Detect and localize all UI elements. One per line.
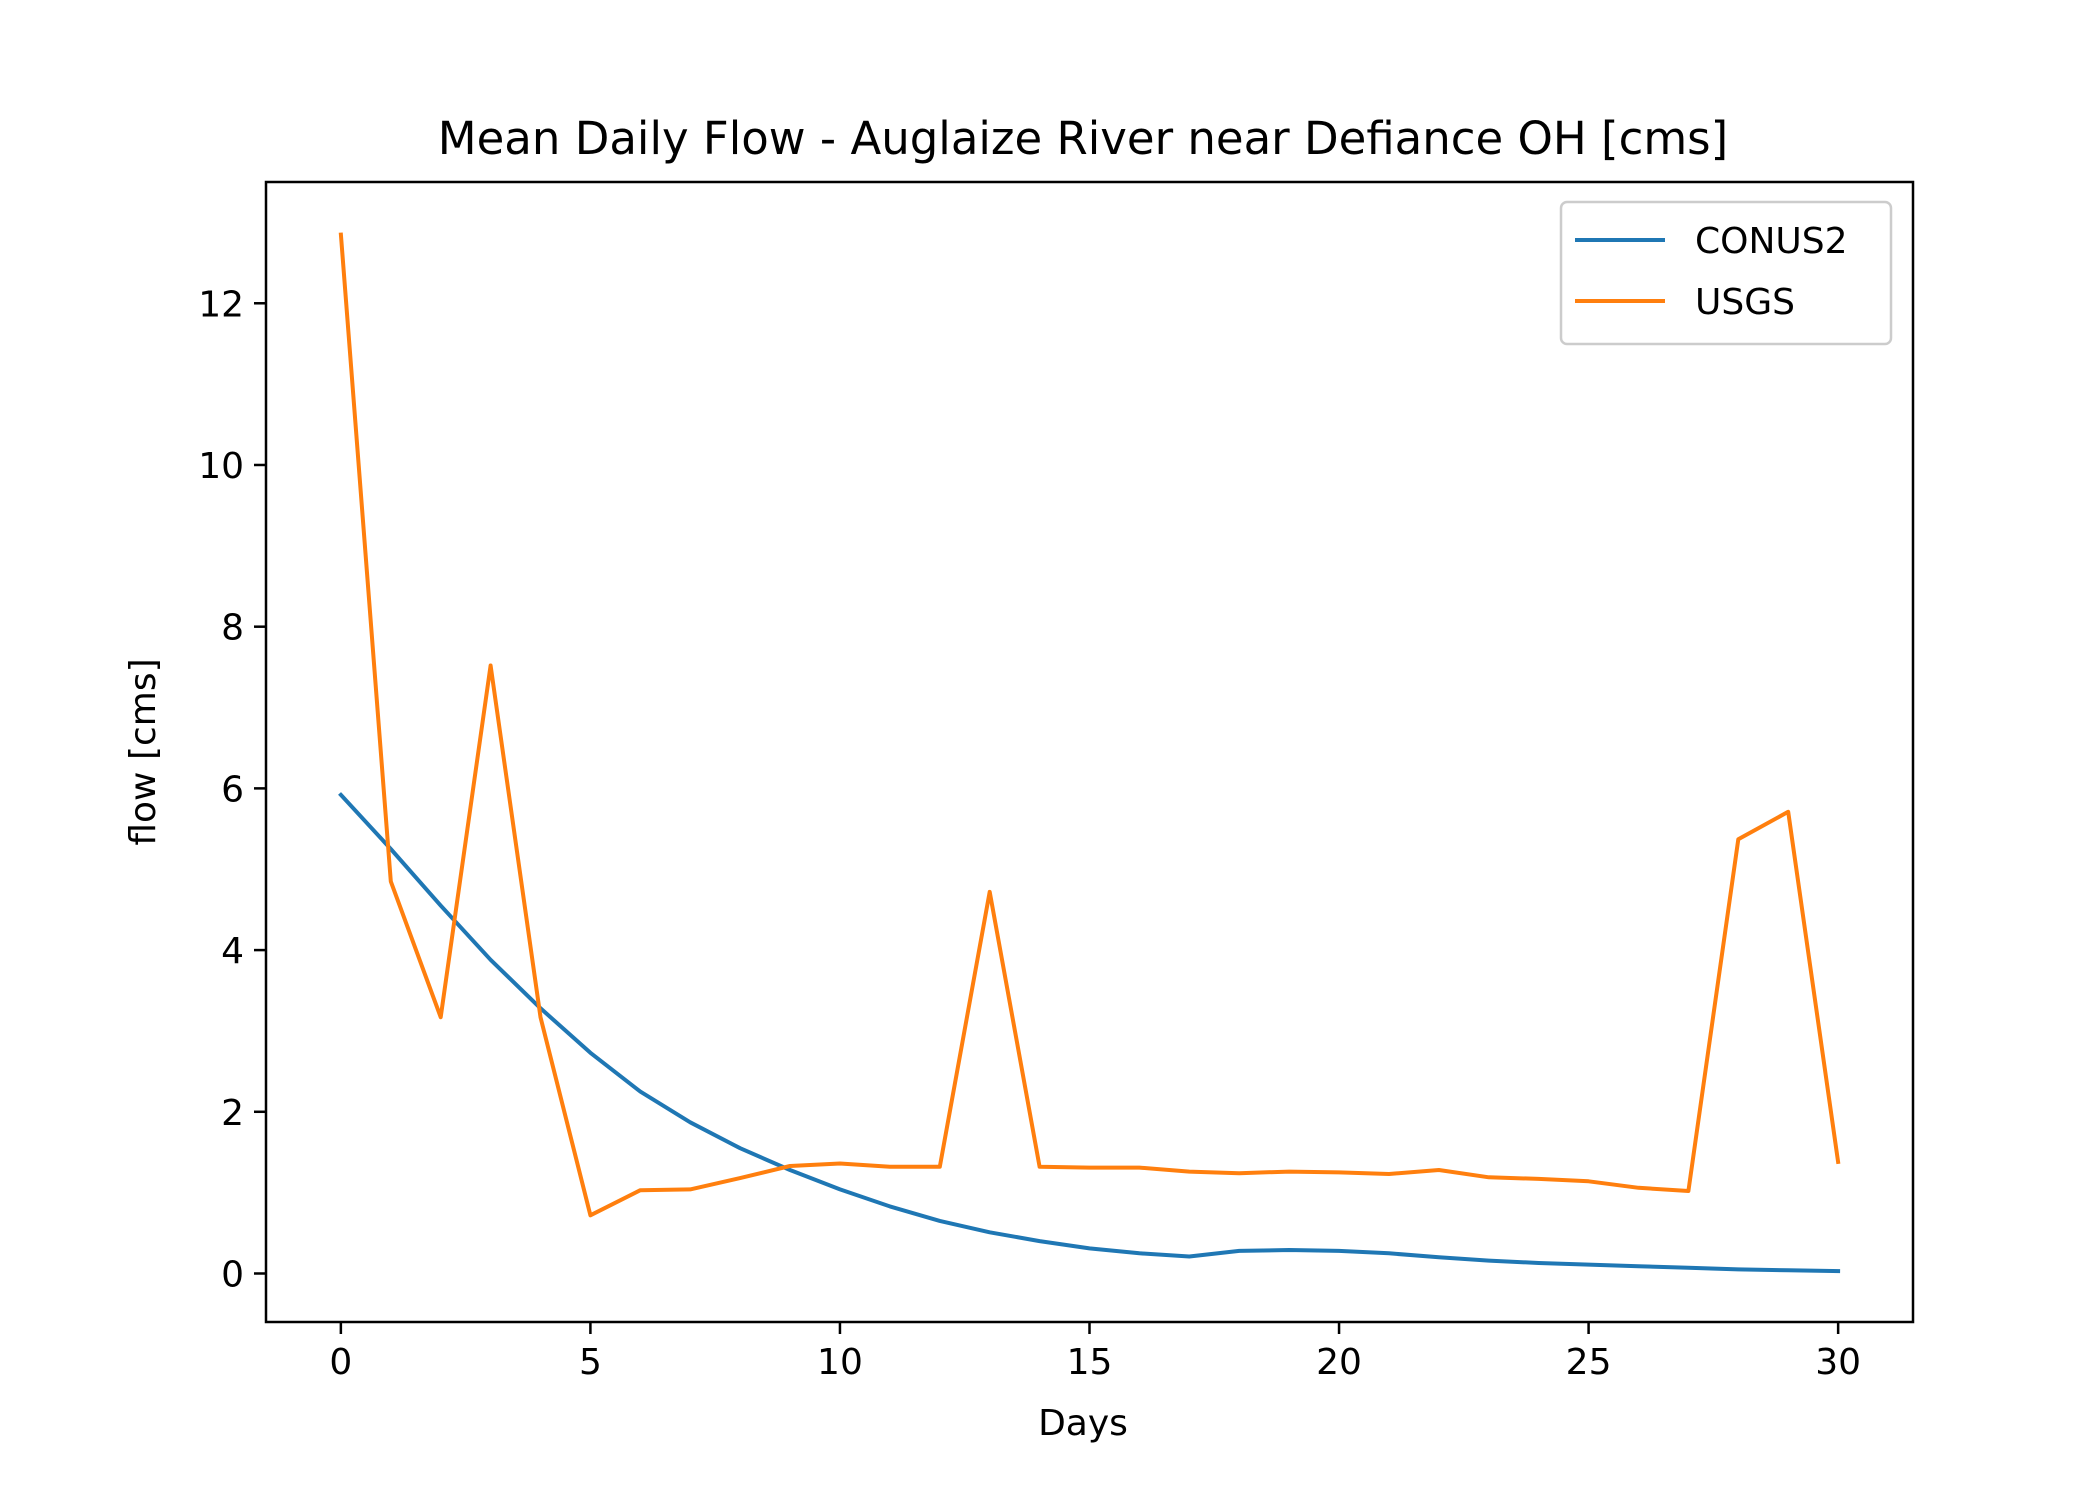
y-axis: 0 2 4 6 8 10 12 bbox=[198, 284, 266, 1295]
legend: CONUS2 USGS bbox=[1559, 200, 1893, 346]
x-tick-label: 10 bbox=[817, 1342, 863, 1383]
y-axis-label: flow [cms] bbox=[123, 658, 164, 845]
y-tick-label: 10 bbox=[198, 446, 244, 487]
legend-label-conus2: CONUS2 bbox=[1695, 221, 1848, 262]
series-line-usgs bbox=[338, 232, 1841, 1218]
x-tick-label: 30 bbox=[1815, 1342, 1861, 1383]
chart-title: Mean Daily Flow - Auglaize River near De… bbox=[438, 112, 1728, 165]
y-tick-label: 12 bbox=[198, 284, 244, 325]
x-tick-label: 25 bbox=[1566, 1342, 1612, 1383]
x-tick-label: 15 bbox=[1067, 1342, 1113, 1383]
legend-label-usgs: USGS bbox=[1695, 282, 1795, 323]
plot-area bbox=[338, 232, 1841, 1274]
x-tick-label: 5 bbox=[579, 1342, 602, 1383]
y-tick-label: 4 bbox=[221, 931, 244, 972]
x-axis-label: Days bbox=[1038, 1403, 1128, 1444]
y-tick-label: 6 bbox=[221, 769, 244, 810]
x-axis: 0 5 10 15 20 25 30 bbox=[329, 1322, 1861, 1383]
y-tick-label: 2 bbox=[221, 1093, 244, 1134]
x-tick-label: 0 bbox=[329, 1342, 352, 1383]
series-line-conus2 bbox=[338, 792, 1841, 1274]
y-tick-label: 0 bbox=[221, 1254, 244, 1295]
y-tick-label: 8 bbox=[221, 608, 244, 649]
x-tick-label: 20 bbox=[1316, 1342, 1362, 1383]
legend-box bbox=[1559, 200, 1893, 346]
